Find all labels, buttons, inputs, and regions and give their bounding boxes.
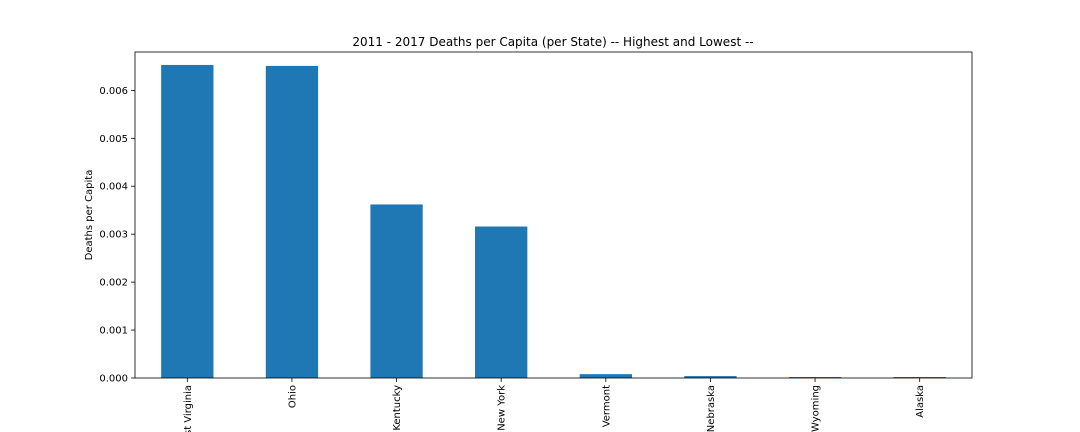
y-ticks-group: 0.000 0.001 0.002 0.003 0.004 0.005 0.006	[99, 86, 135, 385]
y-tick-label: 0.000	[99, 374, 128, 385]
x-tick-label: Vermont	[601, 385, 612, 427]
bar-wyoming	[788, 377, 842, 379]
x-tick-label: Nebraska	[706, 385, 717, 432]
x-tick-label: Alaska	[915, 385, 926, 418]
y-tick-label: 0.004	[99, 182, 128, 193]
x-tick-label: Ohio	[287, 385, 298, 408]
bar-new-york	[475, 226, 528, 378]
y-tick-label: 0.005	[99, 134, 128, 145]
x-tick-label: Wyoming	[811, 385, 822, 432]
bar-ohio	[265, 65, 319, 378]
y-tick-label: 0.003	[99, 230, 128, 241]
bar-west-virginia	[161, 64, 214, 378]
plot-frame	[134, 51, 973, 379]
y-tick-label: 0.002	[99, 278, 128, 289]
x-tick-label: West Virginia	[183, 385, 194, 432]
bar-kentucky	[370, 204, 423, 378]
x-ticks-group: West Virginia Ohio Kentucky New York Vermont…	[183, 378, 926, 432]
bars-group	[161, 64, 946, 379]
y-axis-label: Deaths per Capita	[84, 170, 95, 261]
x-tick-label: New York	[497, 385, 508, 431]
chart-title: 2011 - 2017 Deaths per Capita (per State…	[352, 35, 753, 49]
y-tick-label: 0.001	[99, 326, 128, 337]
x-tick-label: Kentucky	[392, 385, 403, 431]
y-tick-label: 0.006	[99, 86, 128, 97]
bar-alaska	[893, 377, 946, 379]
bar-vermont	[579, 374, 632, 378]
bar-nebraska	[684, 376, 737, 378]
